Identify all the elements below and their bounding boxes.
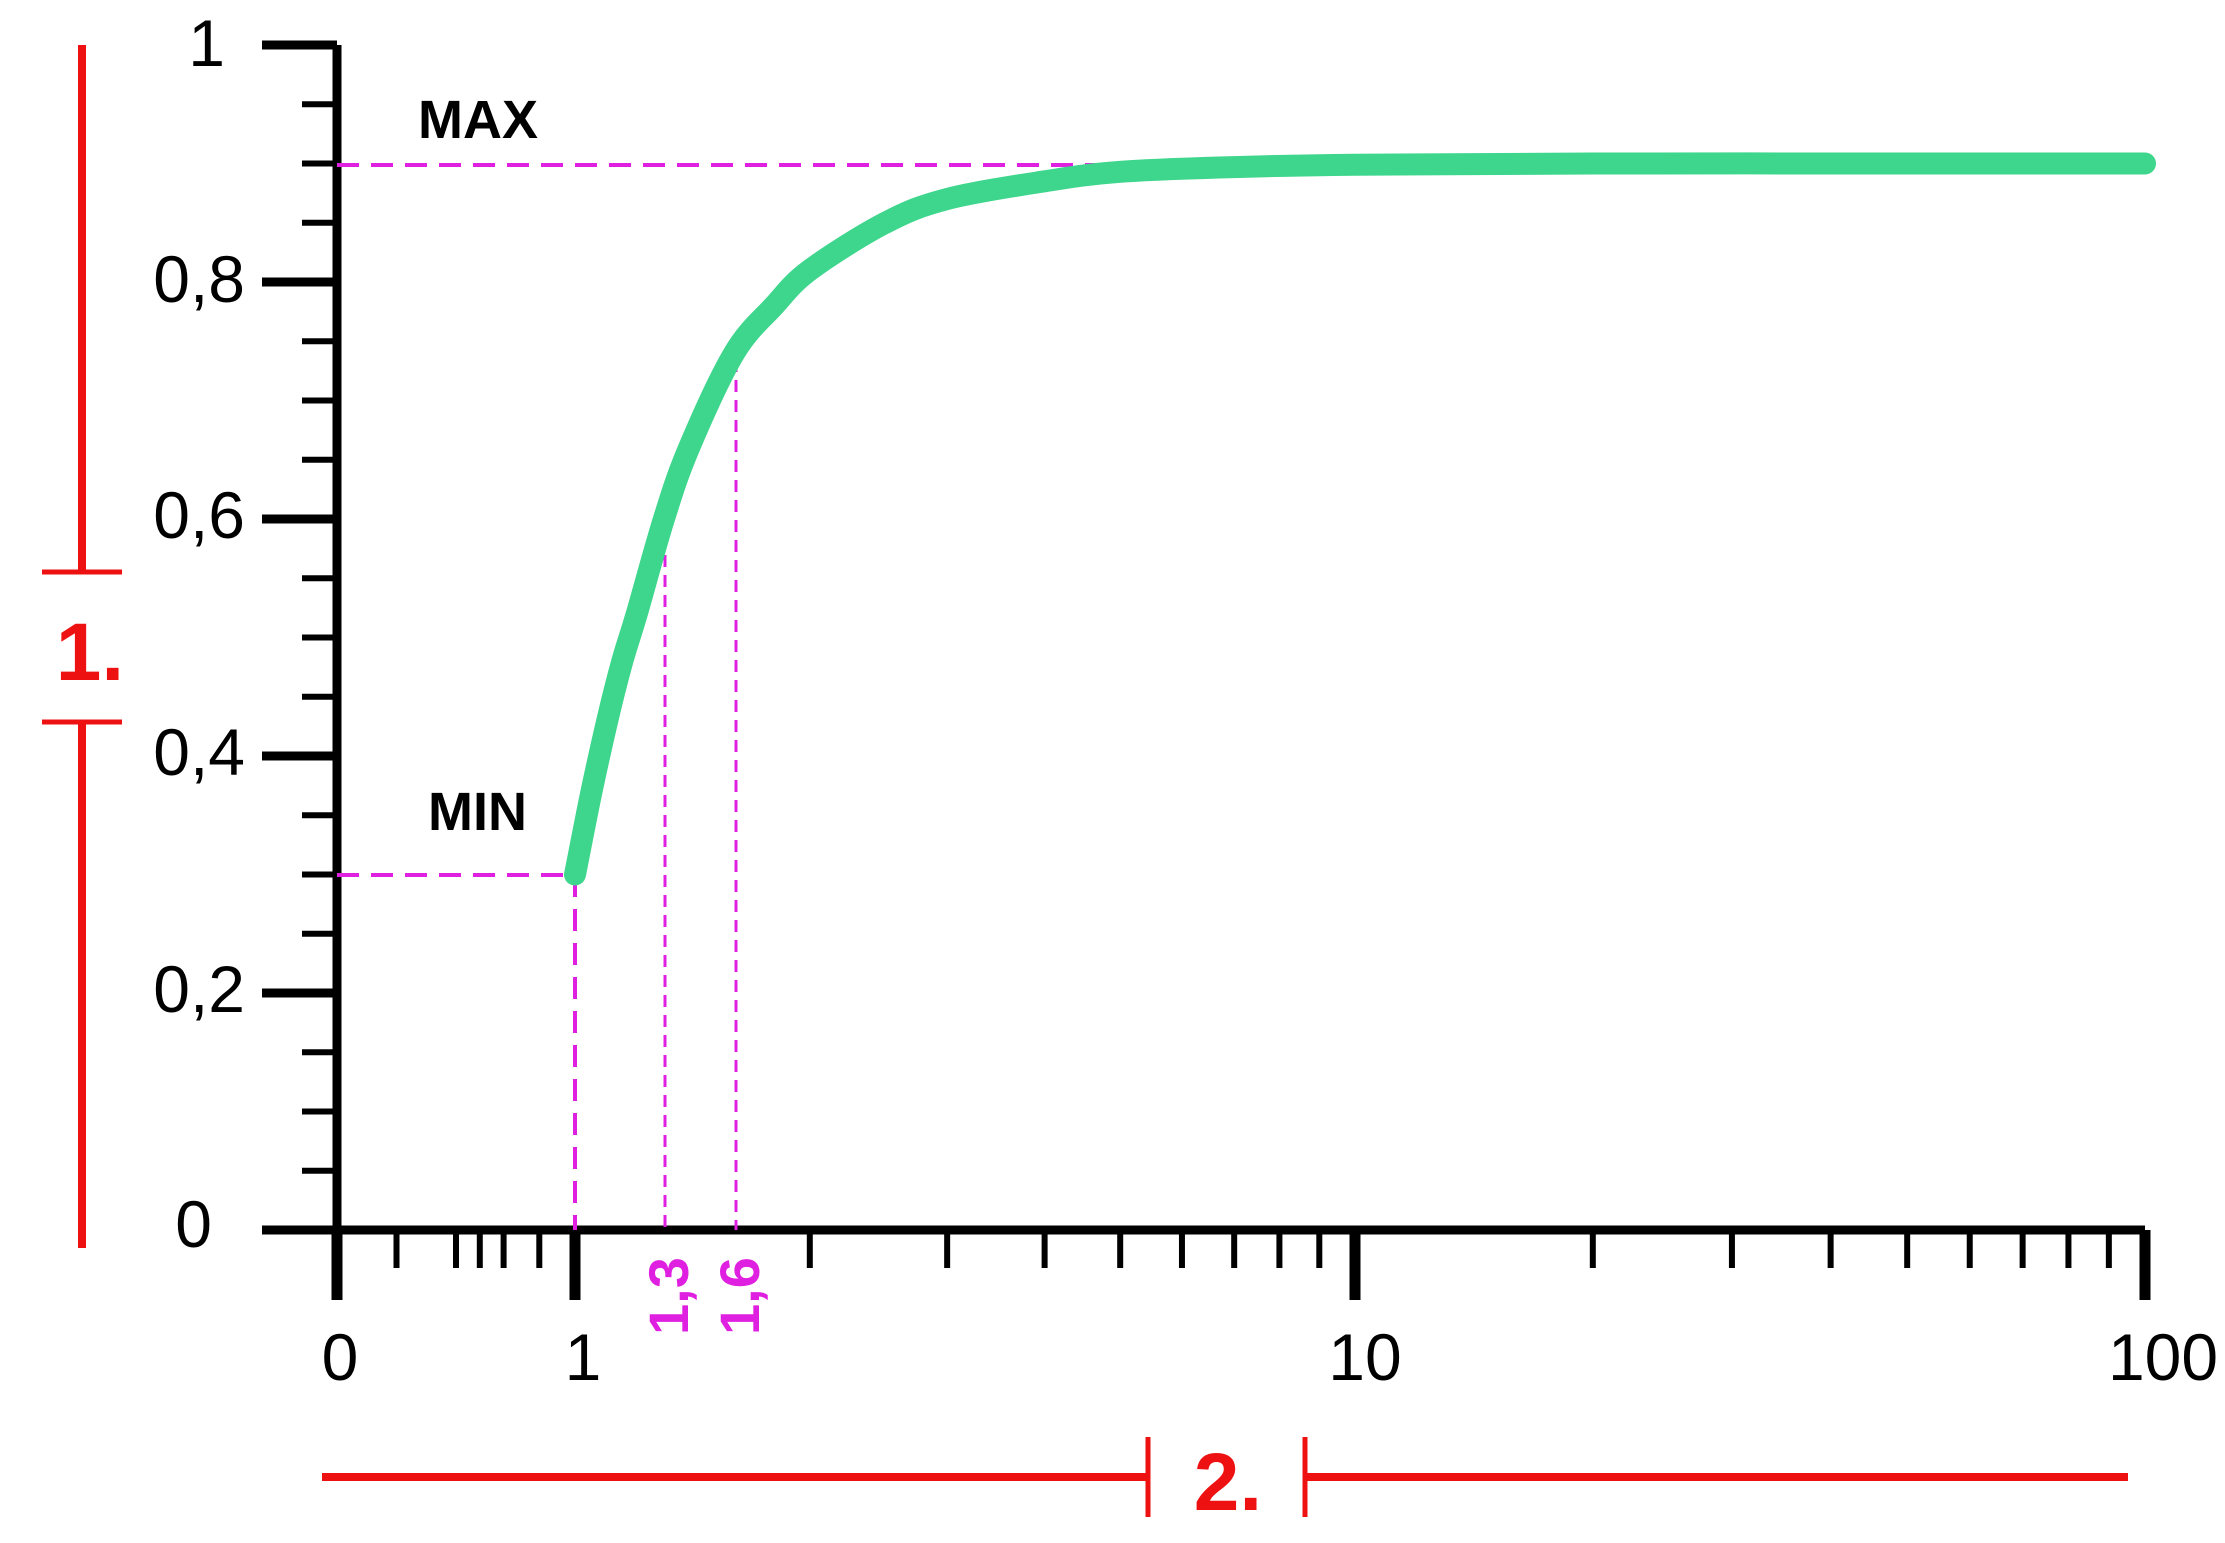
- y-tick-label-2: 0,4: [153, 715, 245, 789]
- y-tick-label-4: 0,8: [153, 242, 245, 316]
- x-tick-label-3: 100: [2108, 1320, 2218, 1394]
- bracket-1-label: 1.: [56, 607, 124, 698]
- x-tick-label-2: 10: [1328, 1320, 1401, 1394]
- max-label: MAX: [418, 90, 538, 150]
- series-line-curve: [564, 152, 2156, 886]
- y-tick-label-1: 0,2: [153, 952, 245, 1026]
- y-tick-label-3: 0,6: [153, 478, 245, 552]
- y-tick-label-5: 1: [188, 6, 225, 80]
- bracket-2-label: 2.: [1194, 1437, 1262, 1528]
- y-tick-label-0: 0: [175, 1187, 212, 1261]
- x-tick-label-1: 1: [565, 1320, 602, 1394]
- marker-label-1-6: 1,6: [708, 1257, 771, 1335]
- min-label: MIN: [428, 782, 527, 842]
- marker-label-1-3: 1,3: [637, 1257, 700, 1335]
- x-tick-label-0: 0: [322, 1320, 359, 1394]
